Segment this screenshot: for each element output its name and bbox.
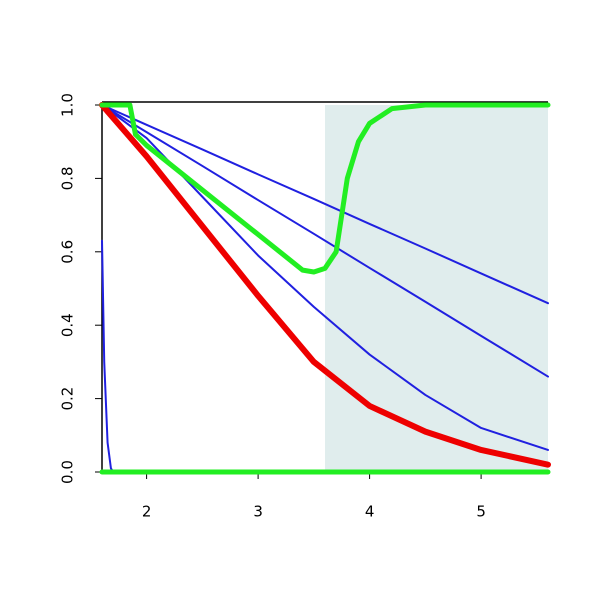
y-tick-label: 1.0: [59, 93, 77, 117]
series-line: [99, 102, 551, 275]
x-tick-label: 2: [142, 503, 152, 521]
y-tick-label: 0.2: [59, 387, 77, 411]
y-tick-label: 0.0: [59, 460, 77, 484]
highlight-region: [325, 105, 548, 472]
series-line: [101, 104, 549, 378]
y-tick-label: 0.4: [59, 313, 77, 337]
x-tick-label: 4: [365, 503, 375, 521]
series-line: [99, 102, 551, 468]
x-tick-label: 5: [476, 503, 486, 521]
y-tick-label: 0.6: [59, 240, 77, 264]
series-line: [101, 104, 549, 305]
y-tick-label: 0.8: [59, 166, 77, 190]
x-tick-label: 3: [253, 503, 263, 521]
